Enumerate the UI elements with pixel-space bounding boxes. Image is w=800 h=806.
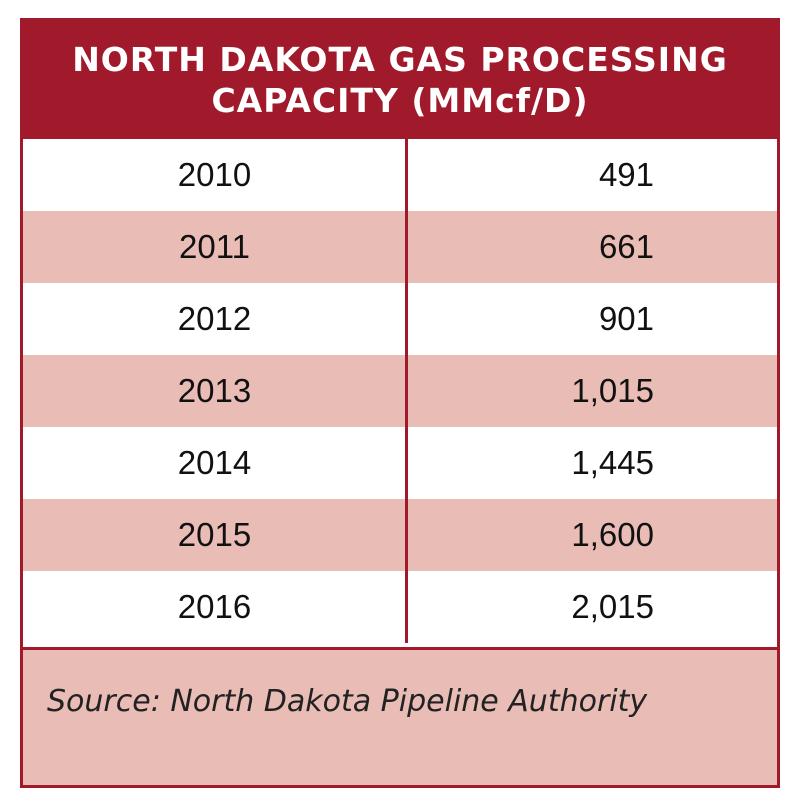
capacity-cell: 1,445 <box>571 444 654 481</box>
capacity-cell: 2,015 <box>571 588 654 625</box>
year-cell: 2014 <box>177 444 252 481</box>
year-cell: 2011 <box>179 228 250 265</box>
table-header: NORTH DAKOTA GAS PROCESSING CAPACITY (MM… <box>23 21 777 139</box>
table-row: 2013 1,015 <box>23 355 777 427</box>
table-row: 2010 491 <box>23 139 777 211</box>
capacity-cell: 491 <box>598 156 654 193</box>
capacity-cell: 661 <box>598 228 654 265</box>
table-title: NORTH DAKOTA GAS PROCESSING CAPACITY (MM… <box>72 39 728 120</box>
table-row: 2011 661 <box>23 211 777 283</box>
capacity-cell: 1,015 <box>571 372 654 409</box>
year-cell: 2015 <box>177 516 252 553</box>
capacity-cell: 1,600 <box>571 516 654 553</box>
table-row: 2014 1,445 <box>23 427 777 499</box>
year-cell: 2013 <box>177 372 252 409</box>
column-divider <box>405 139 408 643</box>
year-cell: 2016 <box>177 588 252 625</box>
table-frame: NORTH DAKOTA GAS PROCESSING CAPACITY (MM… <box>20 18 780 788</box>
table-body: 2010 491 2011 661 2012 901 2013 1,015 2014 1,445 2… <box>23 139 777 643</box>
table-row: 2016 2,015 <box>23 571 777 643</box>
capacity-cell: 901 <box>598 300 654 337</box>
table-row: 2015 1,600 <box>23 499 777 571</box>
source-note: Source: North Dakota Pipeline Authority <box>23 647 777 785</box>
year-cell: 2010 <box>177 156 252 193</box>
table-row: 2012 901 <box>23 283 777 355</box>
year-cell: 2012 <box>177 300 252 337</box>
